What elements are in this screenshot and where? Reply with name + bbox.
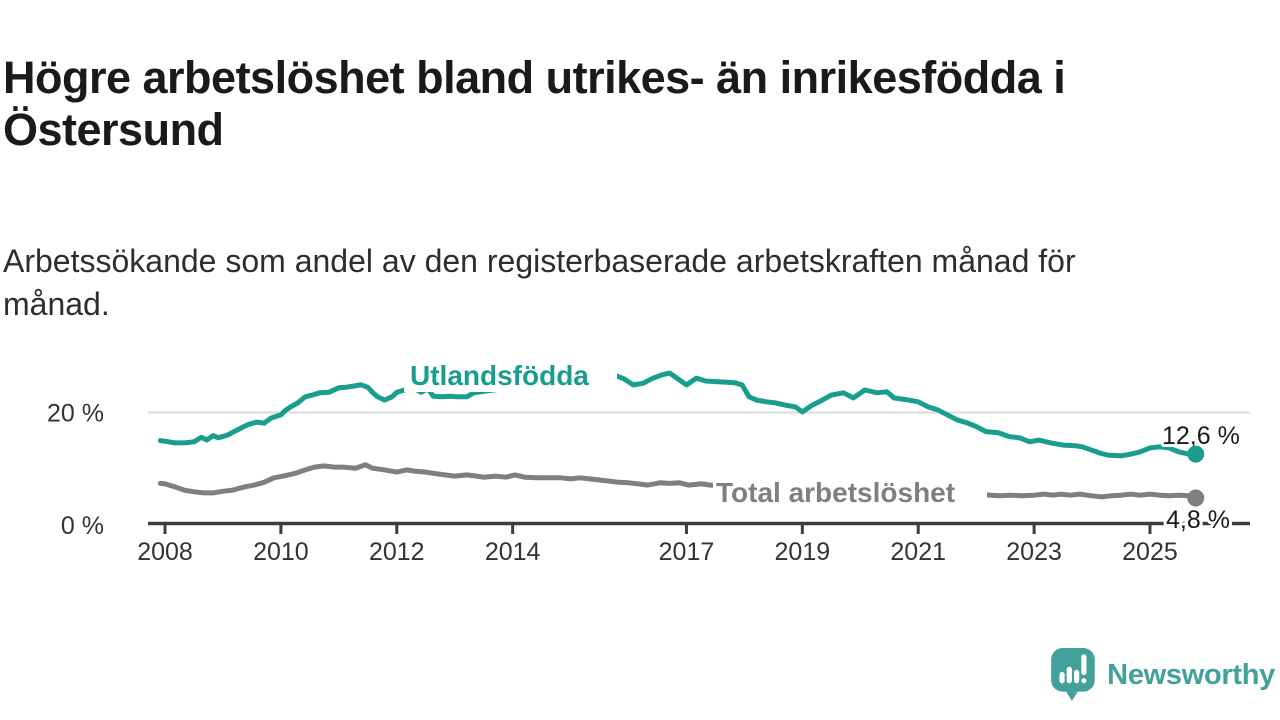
series-label-plate-1 [713, 473, 987, 506]
branding-logo: Newsworthy [1050, 648, 1275, 702]
page-subtitle: Arbetssökande som andel av den registerb… [3, 240, 1223, 326]
logo-wordmark: Newsworthy [1107, 658, 1275, 691]
logo-exclamation-dot [1081, 678, 1087, 684]
y-tick-label-0: 0 % [61, 512, 104, 540]
newsworthy-speech-bubble-bar-chart-icon [1051, 648, 1095, 701]
end-dot-1 [1187, 489, 1205, 507]
y-tick-label-20: 20 % [47, 400, 104, 428]
logo-bar-small [1059, 671, 1065, 684]
x-tick-label-2010: 2010 [253, 538, 309, 566]
logo-bar-tall [1066, 666, 1073, 684]
page-subtitle-line-2: månad. [3, 286, 110, 322]
series-label-plate-0 [404, 353, 617, 392]
end-dot-0 [1187, 445, 1205, 463]
x-tick-label-2012: 2012 [369, 538, 425, 566]
x-tick-label-2023: 2023 [1006, 538, 1062, 566]
x-tick-label-2021: 2021 [890, 538, 946, 566]
line-series-utlandsfodda [157, 370, 1199, 459]
x-tick-label-2008: 2008 [137, 538, 193, 566]
page-title-line-1: Högre arbetslöshet bland utrikes- än inr… [3, 52, 1066, 104]
series-label-total-arbetsloshet: Total arbetslöshet [716, 477, 955, 508]
page-subtitle-line-1: Arbetssökande som andel av den registerb… [3, 243, 1076, 279]
x-tick-label-2025: 2025 [1122, 538, 1178, 566]
logo-exclamation-bar [1081, 654, 1087, 675]
x-tick-label-2017: 2017 [659, 538, 715, 566]
end-value-label-utlandsfodda: 12,6 % [1162, 422, 1240, 450]
x-tick-label-2014: 2014 [485, 538, 541, 566]
line-series-total-arbetsloshet [157, 462, 1199, 501]
page-title-line-2: Östersund [3, 104, 224, 156]
x-tick-label-2019: 2019 [775, 538, 831, 566]
logo-bar-medium [1074, 669, 1080, 684]
end-value-label-total-arbetsloshet: 4,8 % [1166, 506, 1230, 534]
page-title: Högre arbetslöshet bland utrikes- än inr… [3, 52, 1277, 156]
series-label-utlandsfodda: Utlandsfödda [410, 360, 589, 391]
